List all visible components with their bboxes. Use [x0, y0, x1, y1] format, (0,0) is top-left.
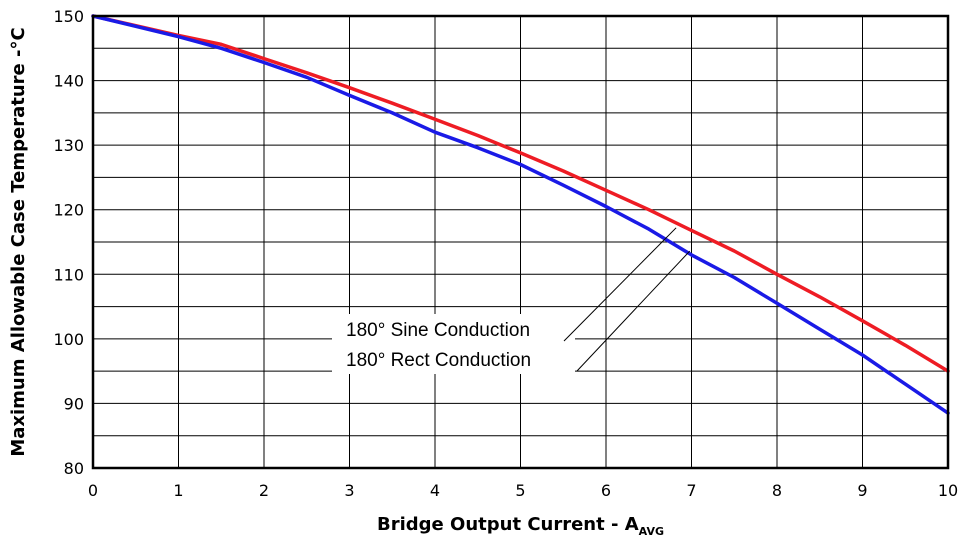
x-tick-label: 0	[88, 481, 98, 500]
annotation-leader-line	[563, 227, 677, 342]
y-tick-label: 140	[53, 72, 84, 91]
x-tick-label: 9	[857, 481, 867, 500]
y-tick-label: 80	[64, 459, 84, 478]
y-tick-label: 100	[53, 330, 84, 349]
x-tick-label: 10	[938, 481, 958, 500]
x-tick-label: 8	[772, 481, 782, 500]
y-tick-label: 90	[64, 394, 84, 413]
annotation-label: 180° Rect Conduction	[346, 350, 531, 371]
y-tick-label: 120	[53, 201, 84, 220]
y-tick-label: 150	[53, 7, 84, 26]
plot-frame	[91, 14, 950, 470]
annotation-label: 180° Sine Conduction	[346, 320, 530, 341]
annotation-box	[332, 314, 575, 374]
tick-labels: 0 1 2 3 4 5 6 7 8 9 10 80 90 100 110 120 130 140 150	[53, 7, 958, 500]
x-axis-title: Bridge Output Current - AAVG	[377, 514, 664, 538]
y-tick-label: 110	[53, 265, 84, 284]
x-tick-label: 6	[601, 481, 611, 500]
series-line	[91, 14, 950, 373]
annotations: 180° Sine Conduction 180° Rect Conduction	[332, 227, 691, 374]
x-tick-label: 1	[173, 481, 183, 500]
y-axis-title: Maximum Allowable Case Temperature -°C	[8, 27, 29, 456]
y-tick-label: 130	[53, 136, 84, 155]
x-axis-title-main: Bridge Output Current - A	[377, 514, 639, 535]
x-tick-label: 3	[344, 481, 354, 500]
x-tick-label: 7	[686, 481, 696, 500]
x-tick-label: 5	[515, 481, 525, 500]
x-tick-label: 4	[430, 481, 440, 500]
x-tick-label: 2	[259, 481, 269, 500]
x-axis-title-sub: AVG	[639, 525, 664, 538]
annotation-leader-line	[576, 250, 691, 372]
series-lines	[91, 14, 950, 415]
series-line	[91, 14, 950, 415]
